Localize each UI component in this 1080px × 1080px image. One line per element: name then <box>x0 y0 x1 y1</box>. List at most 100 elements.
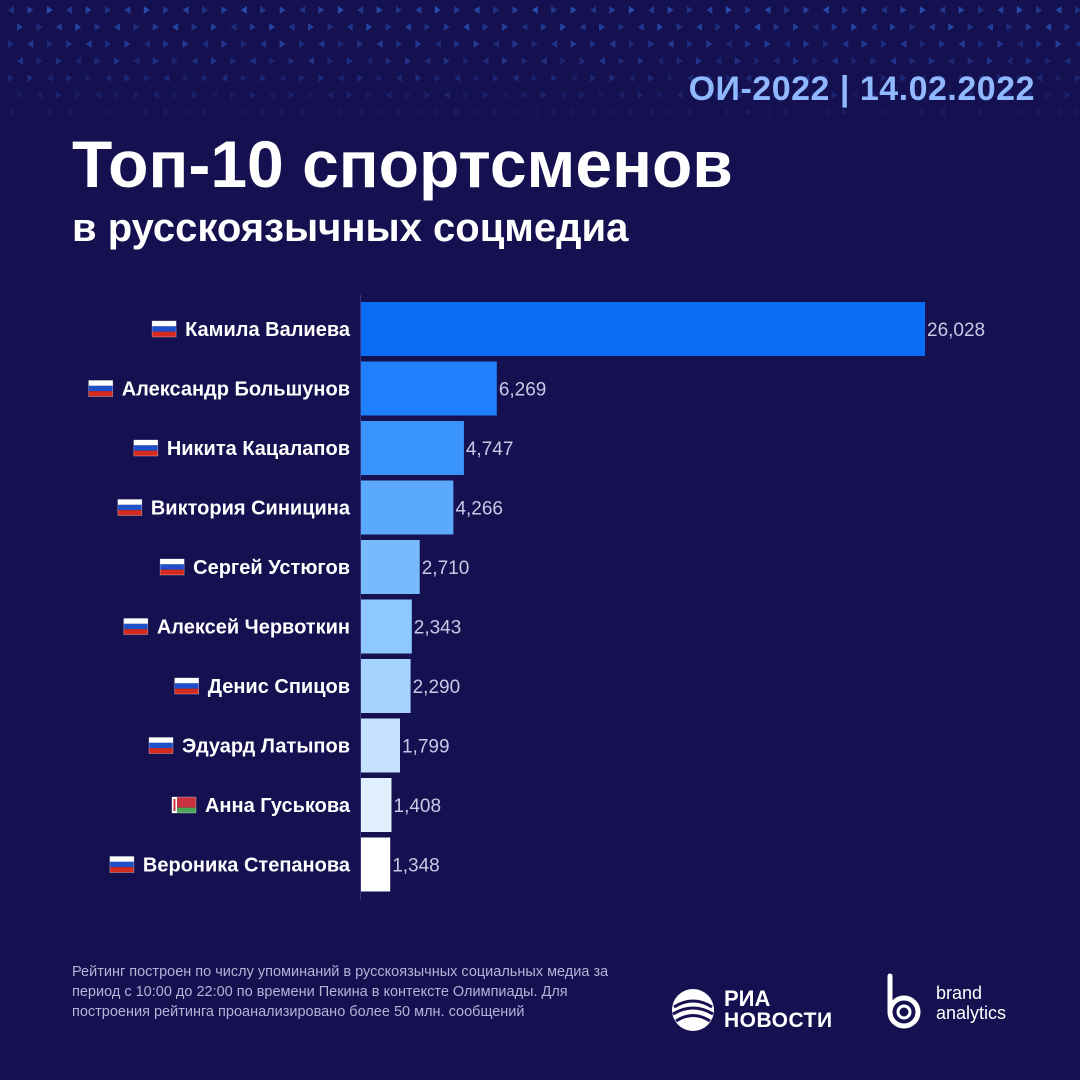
pattern-triangle <box>376 6 383 14</box>
russia-flag-icon <box>109 856 135 873</box>
pattern-triangle <box>851 57 858 65</box>
pattern-triangle <box>967 91 974 99</box>
pattern-triangle <box>521 23 528 31</box>
pattern-triangle <box>493 40 499 48</box>
pattern-triangle <box>1064 91 1071 99</box>
pattern-triangle <box>133 57 140 65</box>
pattern-triangle <box>842 108 849 116</box>
pattern-triangle <box>900 40 907 48</box>
pattern-triangle <box>512 6 519 14</box>
pattern-triangle <box>725 108 732 116</box>
pattern-triangle <box>958 74 965 82</box>
pattern-triangle <box>551 6 558 14</box>
pattern-triangle <box>27 108 34 116</box>
pattern-triangle <box>182 6 189 14</box>
pattern-triangle <box>482 23 489 31</box>
pattern-triangle <box>385 57 392 65</box>
bar <box>361 421 464 475</box>
pattern-triangle <box>1055 40 1062 48</box>
pattern-triangle <box>978 6 984 14</box>
bar <box>361 302 925 356</box>
pattern-triangle <box>36 23 43 31</box>
pattern-triangle <box>590 6 596 14</box>
pattern-triangle <box>299 6 305 14</box>
pattern-triangle <box>997 74 1004 82</box>
bar <box>361 837 391 892</box>
pattern-triangle <box>919 74 926 82</box>
pattern-triangle <box>822 40 829 48</box>
pattern-triangle <box>512 74 519 82</box>
pattern-triangle <box>928 91 935 99</box>
pattern-triangle <box>396 6 402 14</box>
pattern-triangle <box>327 91 334 99</box>
pattern-triangle <box>473 6 480 14</box>
date-stamp: ОИ-2022 | 14.02.2022 <box>688 70 1035 108</box>
pattern-triangle <box>105 40 111 48</box>
pattern-triangle <box>793 23 799 31</box>
pattern-triangle <box>240 40 247 48</box>
pattern-triangle <box>842 6 849 14</box>
pattern-triangle <box>734 91 741 99</box>
pattern-triangle <box>890 57 896 65</box>
pattern-triangle <box>299 74 305 82</box>
pattern-triangle <box>687 40 693 48</box>
pattern-triangle <box>540 91 547 99</box>
pattern-triangle <box>502 91 508 99</box>
pattern-triangle <box>793 91 799 99</box>
pattern-triangle <box>163 40 170 48</box>
pattern-triangle <box>366 23 373 31</box>
pattern-triangle <box>793 57 799 65</box>
pattern-triangle <box>861 108 868 116</box>
pattern-triangle <box>94 23 101 31</box>
pattern-triangle <box>124 40 131 48</box>
pattern-triangle <box>279 40 286 48</box>
pattern-triangle <box>202 40 208 48</box>
pattern-triangle <box>337 40 344 48</box>
pattern-triangle <box>260 6 267 14</box>
bar <box>361 540 420 594</box>
pattern-triangle <box>570 40 577 48</box>
pattern-triangle <box>784 6 790 14</box>
pattern-triangle <box>191 91 198 99</box>
pattern-triangle <box>551 108 558 116</box>
pattern-triangle <box>948 23 955 31</box>
category-label: Виктория Синицина <box>151 498 351 520</box>
pattern-triangle <box>676 57 683 65</box>
pattern-triangle <box>657 91 664 99</box>
pattern-triangle <box>308 57 314 65</box>
pattern-triangle <box>454 74 461 82</box>
pattern-triangle <box>211 91 217 99</box>
pattern-triangle <box>1025 91 1032 99</box>
pattern-triangle <box>773 91 780 99</box>
pattern-triangle <box>803 108 810 116</box>
pattern-triangle <box>163 74 170 82</box>
pattern-triangle <box>133 23 140 31</box>
pattern-triangle <box>754 91 761 99</box>
pattern-triangle <box>958 108 965 116</box>
footnote: Рейтинг построен по числу упоминаний в р… <box>72 964 609 1020</box>
pattern-triangle <box>570 6 577 14</box>
bar-chart: Камила Валиева 26,028 Александр Большунов 6… <box>88 295 985 900</box>
pattern-triangle <box>46 6 53 14</box>
pattern-triangle <box>405 23 411 31</box>
pattern-triangle <box>357 74 364 82</box>
pattern-triangle <box>570 108 577 116</box>
pattern-triangle <box>870 57 877 65</box>
pattern-triangle <box>948 57 955 65</box>
pattern-triangle <box>366 91 373 99</box>
pattern-triangle <box>434 40 441 48</box>
pattern-triangle <box>346 91 353 99</box>
pattern-triangle <box>531 40 538 48</box>
pattern-triangle <box>842 74 849 82</box>
pattern-triangle <box>521 91 528 99</box>
pattern-triangle <box>599 23 605 31</box>
page-title: Топ-10 спортсменов <box>72 127 733 201</box>
decorative-triangle-pattern <box>8 6 1080 116</box>
pattern-triangle <box>1075 6 1080 14</box>
pattern-triangle <box>230 57 237 65</box>
russia-flag-icon <box>148 737 174 754</box>
pattern-triangle <box>987 91 993 99</box>
pattern-triangle <box>870 23 877 31</box>
russia-flag-icon <box>151 320 177 338</box>
pattern-triangle <box>405 91 411 99</box>
